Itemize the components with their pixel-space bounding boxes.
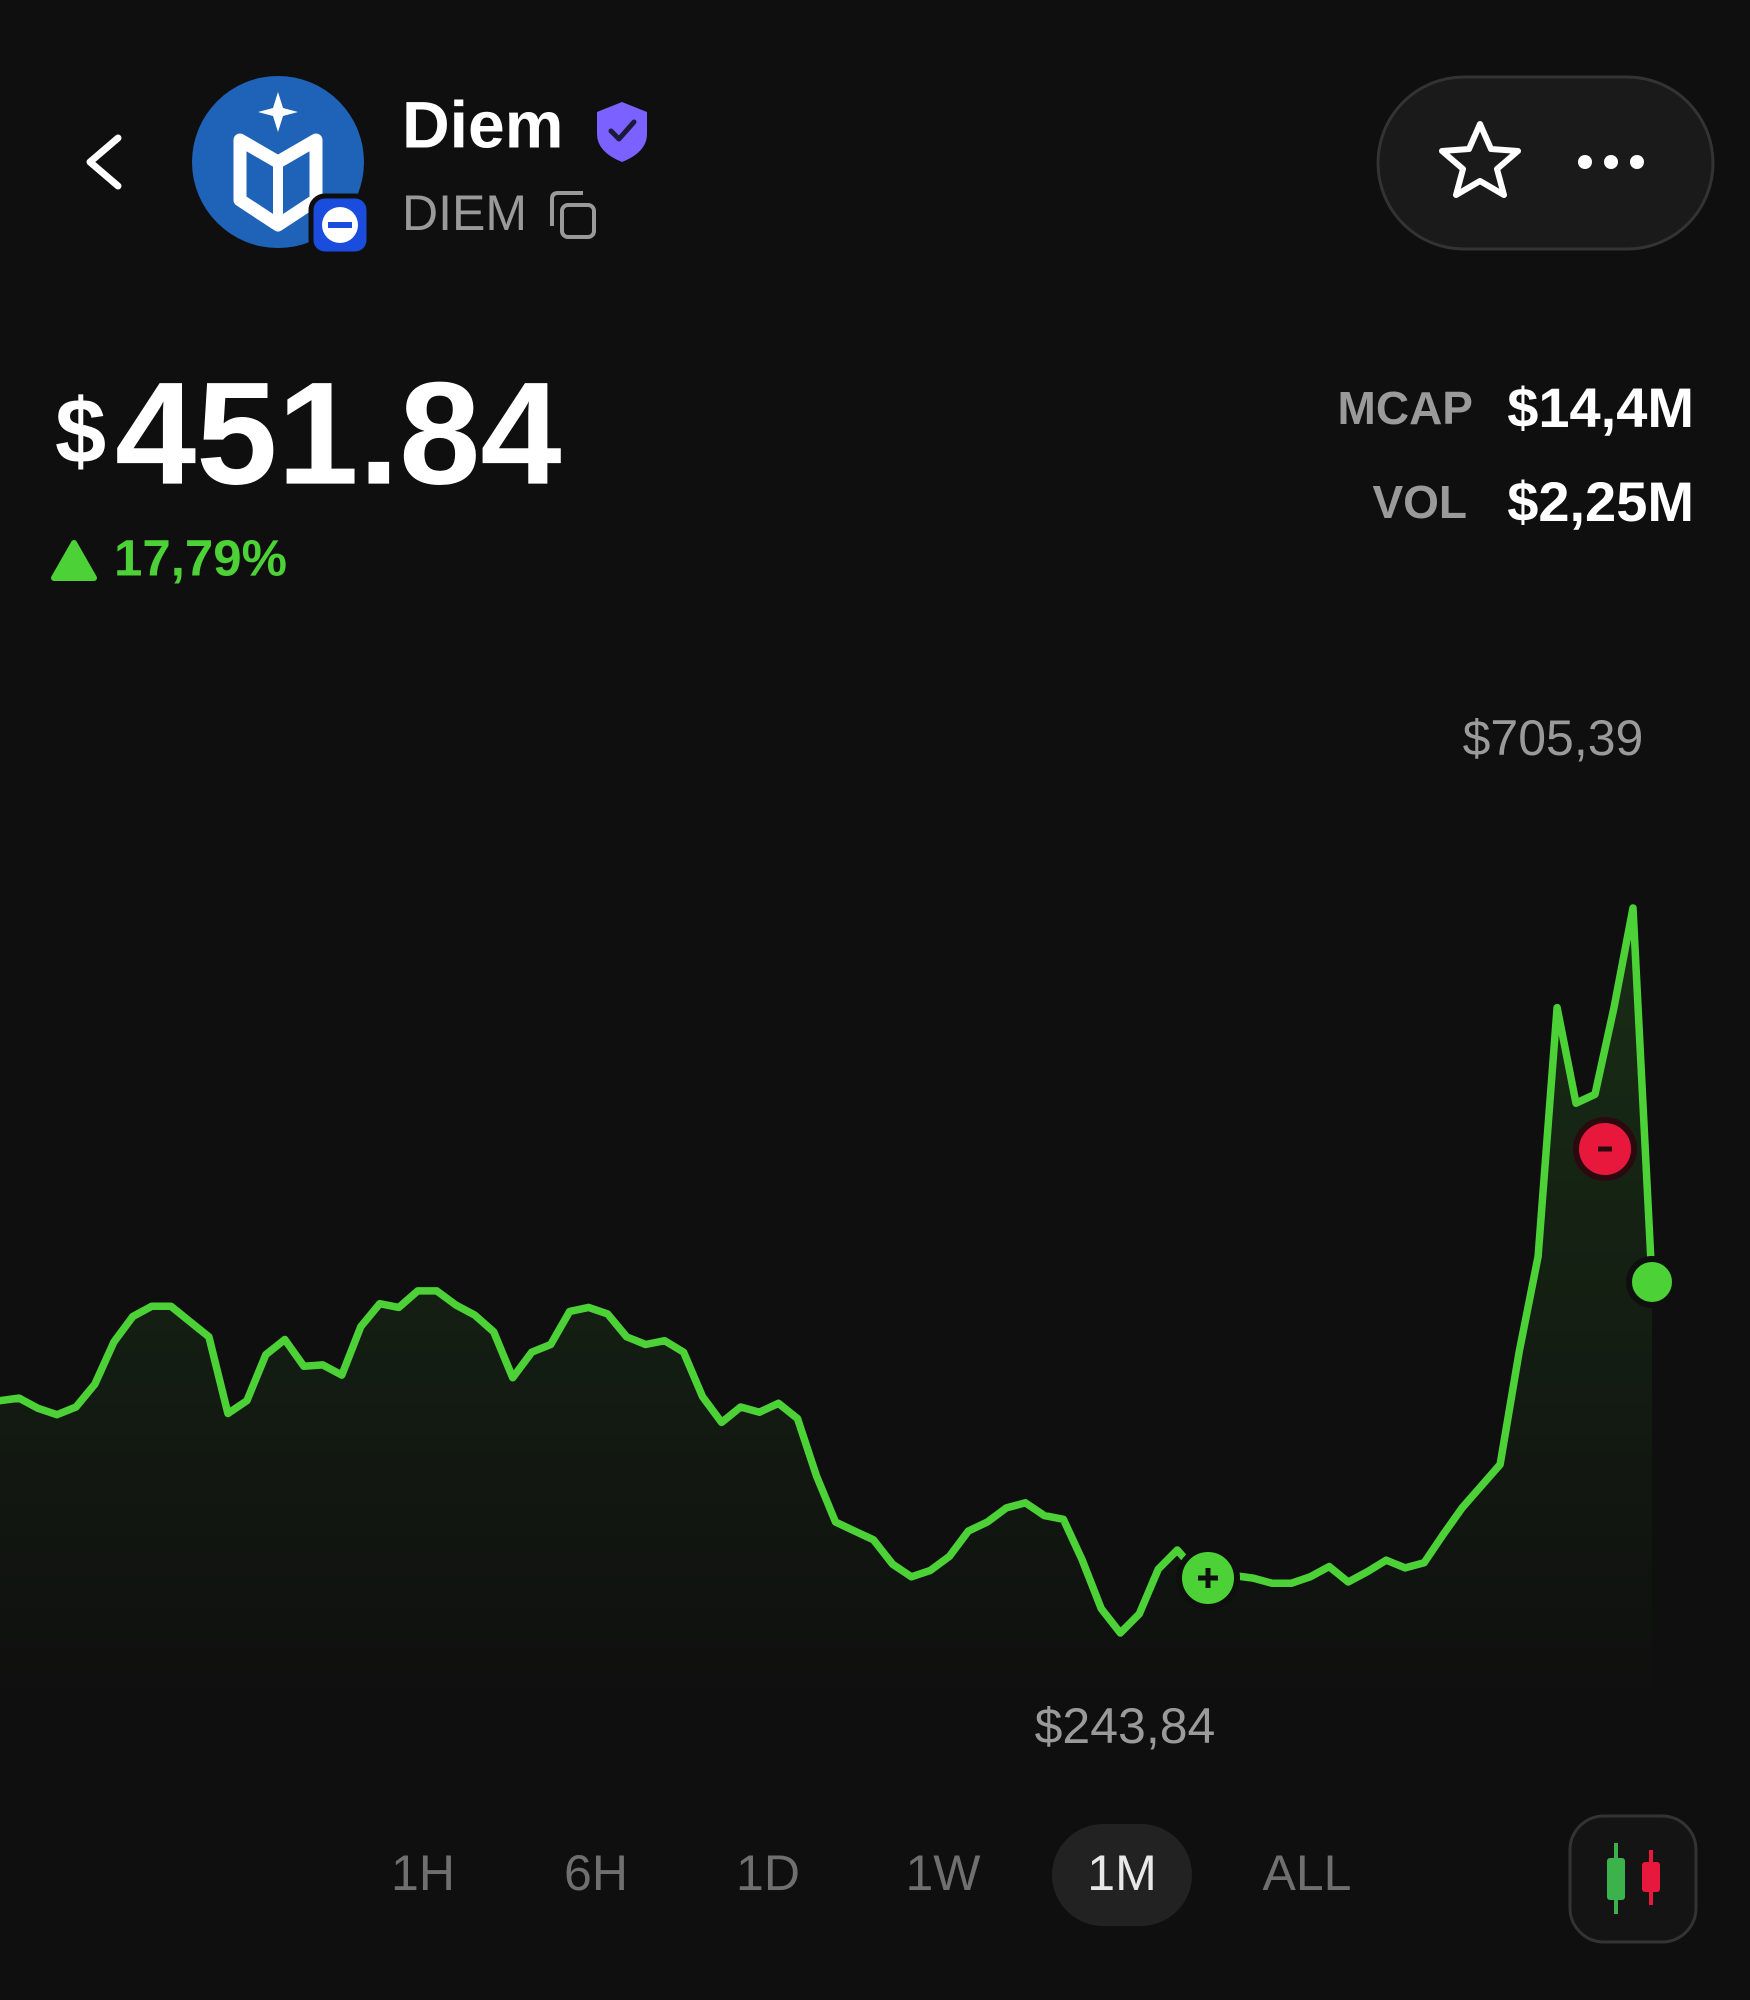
range-selector: 1H 6H 1D 1W 1M ALL [391,1824,1351,1926]
price-area [0,908,1652,1700]
min-label: $243,84 [1035,1698,1216,1754]
back-button[interactable] [86,134,122,190]
range-label: 1H [391,1845,455,1901]
range-label: 1M [1087,1845,1156,1901]
buy-marker [1176,1546,1240,1610]
favorite-button[interactable] [1439,121,1521,198]
range-label: 1D [736,1845,800,1901]
change-arrow [51,540,97,581]
range-button[interactable]: 1M [1052,1824,1192,1926]
candle-toggle[interactable] [1568,1814,1698,1944]
range-button[interactable]: 1H [391,1845,455,1901]
max-label: $705,39 [1463,710,1644,766]
stat-label: MCAP [1338,382,1473,434]
price-change: 17,79% [114,529,287,586]
more-button[interactable] [1578,155,1644,169]
range-label: ALL [1263,1845,1352,1901]
verified-badge [597,102,647,162]
token-logo [192,76,372,257]
price-line [0,904,1656,1637]
current-point [1626,1255,1678,1308]
range-button[interactable]: 1W [906,1845,982,1901]
stat-label: VOL [1372,476,1467,528]
stat-value: $14,4M [1507,376,1694,439]
price-currency: $ [55,380,106,482]
range-label: 6H [564,1845,628,1901]
range-button[interactable]: 6H [564,1845,628,1901]
range-highlight [1052,1824,1192,1926]
sell-marker [1573,1117,1637,1181]
range-button[interactable]: ALL [1263,1845,1352,1901]
actions-pill [1376,75,1715,251]
copy-button[interactable] [550,191,596,239]
range-button[interactable]: 1D [736,1845,800,1901]
price: 451.84 [115,352,562,515]
token-ticker: DIEM [402,185,527,241]
token-name: Diem [402,87,563,161]
stat-value: $2,25M [1507,470,1694,533]
price-chart [0,904,1678,1700]
range-label: 1W [906,1845,982,1901]
